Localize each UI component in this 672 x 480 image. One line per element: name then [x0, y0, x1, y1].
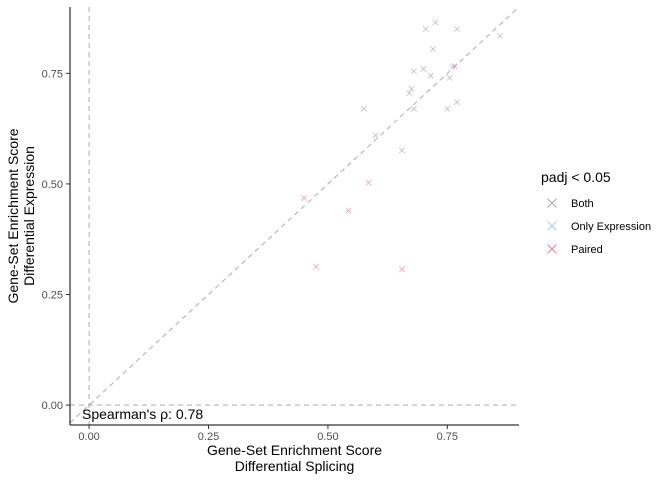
- legend-title: padj < 0.05: [541, 169, 611, 185]
- legend-entry: Paired: [547, 244, 603, 256]
- data-point: [453, 25, 461, 33]
- legend-label: Both: [571, 198, 594, 210]
- data-point: [410, 67, 418, 75]
- legend-key: [547, 221, 557, 231]
- data-point: [448, 63, 456, 70]
- x-tick-label: 0.75: [437, 431, 458, 443]
- x-tick-label: 0.00: [78, 431, 99, 443]
- legend-label: Paired: [571, 244, 603, 256]
- axes: [69, 7, 519, 426]
- data-point: [432, 19, 439, 26]
- x-ticks: 0.00 0.25 0.50 0.75: [78, 425, 458, 443]
- data-point: [365, 179, 372, 186]
- legend-key: [547, 244, 557, 254]
- y-axis-title-line1: Gene-Set Enrichment Score: [5, 128, 21, 303]
- data-point: [422, 25, 430, 33]
- reference-lines: [69, 6, 520, 425]
- data-point: [345, 207, 352, 214]
- y-tick-label: 0.75: [42, 68, 63, 80]
- legend-key: [547, 198, 557, 208]
- data-point: [300, 194, 308, 202]
- x-axis-title-line1: Gene-Set Enrichment Score: [207, 442, 382, 458]
- y-tick-label: 0.50: [42, 179, 63, 191]
- ref-line-identity: [69, 6, 520, 424]
- data-point: [451, 63, 458, 70]
- data-points: [300, 19, 504, 273]
- data-point: [453, 98, 461, 106]
- data-point: [410, 105, 418, 112]
- y-tick-label: 0.25: [42, 290, 63, 302]
- x-axis-title-line2: Differential Splicing: [235, 458, 355, 474]
- data-point: [398, 266, 406, 273]
- data-point: [444, 105, 451, 112]
- data-point: [312, 263, 320, 270]
- data-point: [420, 65, 427, 73]
- legend-entry: Both: [547, 198, 594, 210]
- y-tick-label: 0.00: [42, 400, 63, 412]
- data-point: [446, 74, 453, 81]
- y-axis-title-line2: Differential Expression: [21, 146, 37, 286]
- data-point: [429, 45, 437, 53]
- legend: padj < 0.05 Both Only Expression Paired: [541, 169, 651, 256]
- data-point: [398, 147, 406, 154]
- data-point: [427, 72, 434, 79]
- data-point: [372, 132, 379, 139]
- x-tick-label: 0.25: [198, 431, 219, 443]
- data-point: [408, 85, 415, 92]
- y-ticks: 0.00 0.25 0.50 0.75: [42, 68, 70, 412]
- data-point: [360, 105, 367, 112]
- data-point: [496, 32, 504, 39]
- legend-entry: Only Expression: [547, 221, 651, 233]
- x-tick-label: 0.50: [317, 431, 338, 443]
- legend-label: Only Expression: [571, 221, 651, 233]
- data-point: [405, 90, 413, 97]
- spearman-annotation: Spearman's ρ: 0.78: [82, 406, 203, 422]
